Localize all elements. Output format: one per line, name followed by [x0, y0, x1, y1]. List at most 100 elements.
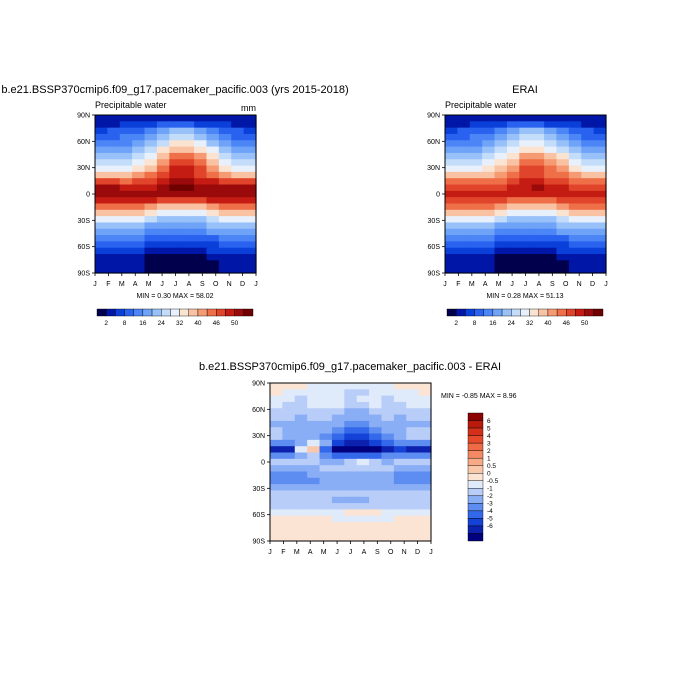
panel-model-subtitle: Precipitable water: [95, 100, 167, 110]
y-tick-label: 30S: [78, 218, 91, 225]
heatmap-cell: [406, 515, 420, 523]
heatmap-cell: [568, 203, 582, 211]
y-tick-label: 30N: [77, 165, 90, 172]
heatmap-cell: [556, 247, 570, 255]
heatmap-cell: [581, 247, 595, 255]
heatmap-cell: [307, 534, 321, 542]
heatmap-cell: [593, 140, 607, 148]
heatmap-cell: [144, 146, 158, 154]
colorbar-label: 3: [487, 440, 491, 447]
heatmap-cell: [231, 216, 245, 224]
heatmap-cell: [144, 127, 158, 135]
heatmap-cell: [457, 235, 471, 242]
heatmap-cell: [156, 235, 170, 242]
y-tick-label: 90S: [428, 271, 441, 278]
colorbar-swatch: [467, 412, 484, 421]
heatmap-cell: [393, 484, 407, 492]
heatmap-cell: [506, 115, 520, 122]
colorbar-label: 32: [526, 320, 534, 327]
heatmap-cell: [270, 408, 283, 416]
heatmap-cell: [218, 260, 232, 268]
heatmap-cell: [531, 266, 545, 274]
heatmap-cell: [319, 471, 333, 479]
heatmap-cell: [519, 197, 533, 205]
panel-model-colorbar: 2 8 16 24 32 40 46 50: [96, 308, 254, 327]
heatmap-cell: [593, 190, 607, 198]
panel-erai-colorbar: 2 8 16 24 32 40 46 50: [446, 308, 604, 327]
heatmap-cell: [568, 241, 582, 249]
heatmap-cell: [556, 197, 570, 205]
heatmap-cell: [95, 235, 108, 242]
heatmap-cell: [307, 414, 321, 422]
heatmap-cell: [356, 395, 370, 403]
heatmap-cell: [95, 121, 108, 129]
colorbar-label: 5: [487, 425, 491, 432]
heatmap-cell: [544, 165, 558, 173]
y-tick-label: 0: [261, 460, 265, 467]
heatmap-cell: [418, 427, 432, 435]
heatmap-cell: [593, 216, 607, 224]
heatmap-cell: [206, 247, 220, 255]
heatmap-cell: [544, 241, 558, 249]
heatmap-cell: [393, 509, 407, 517]
heatmap-cell: [581, 171, 595, 179]
heatmap-cell: [445, 165, 458, 173]
colorbar-label: 1: [487, 455, 491, 462]
heatmap-cell: [469, 197, 483, 205]
x-tick-label: M: [469, 281, 475, 288]
heatmap-cell: [344, 383, 358, 390]
heatmap-cell: [519, 254, 533, 261]
colorbar-swatch: [467, 533, 484, 542]
heatmap-cell: [181, 222, 195, 230]
heatmap-cell: [319, 496, 333, 504]
heatmap-cell: [393, 395, 407, 403]
colorbar-swatch: [501, 308, 512, 317]
heatmap-cell: [156, 146, 170, 154]
heatmap-cell: [243, 184, 257, 192]
heatmap-cell: [393, 433, 407, 441]
heatmap-cell: [457, 228, 471, 236]
heatmap-cell: [119, 260, 133, 268]
heatmap-cell: [95, 203, 108, 211]
colorbar-swatch: [467, 450, 484, 459]
panel-model-axes: J F M A M J J A S O N D J 90N 60N 30N 0 30S 60S 90S: [77, 113, 258, 289]
heatmap-cell: [294, 427, 308, 435]
heatmap-cell: [506, 209, 520, 217]
heatmap-cell: [107, 203, 121, 211]
heatmap-cell: [393, 420, 407, 428]
heatmap-cell: [469, 241, 483, 249]
heatmap-cell: [568, 127, 582, 135]
heatmap-cell: [494, 127, 508, 135]
heatmap-cell: [307, 477, 321, 485]
heatmap-cell: [119, 152, 133, 160]
heatmap-cell: [344, 503, 358, 510]
heatmap-cell: [156, 241, 170, 249]
heatmap-cell: [469, 254, 483, 261]
x-tick-label: J: [254, 281, 258, 288]
heatmap-cell: [282, 522, 296, 529]
heatmap-cell: [469, 140, 483, 148]
heatmap-cell: [556, 184, 570, 192]
heatmap-cell: [469, 171, 483, 179]
y-tick-label: 0: [436, 192, 440, 199]
heatmap-cell: [568, 209, 582, 217]
heatmap-cell: [169, 197, 183, 205]
x-tick-label: N: [227, 281, 232, 288]
heatmap-cell: [457, 165, 471, 173]
colorbar-swatch: [467, 525, 484, 534]
heatmap-cell: [568, 260, 582, 268]
heatmap-cell: [393, 439, 407, 447]
heatmap-cell: [369, 465, 383, 473]
heatmap-cell: [556, 165, 570, 173]
y-tick-label: 90N: [252, 381, 265, 388]
heatmap-cell: [307, 490, 321, 498]
heatmap-cell: [381, 401, 395, 409]
heatmap-cell: [331, 414, 345, 422]
heatmap-cell: [231, 159, 245, 167]
heatmap-cell: [95, 115, 108, 122]
heatmap-cell: [194, 146, 208, 154]
panel-model-title: b.e21.BSSP370cmip6.f09_g17.pacemaker_pac…: [1, 84, 348, 96]
heatmap-cell: [294, 452, 308, 460]
heatmap-cell: [206, 216, 220, 224]
heatmap-cell: [107, 171, 121, 179]
